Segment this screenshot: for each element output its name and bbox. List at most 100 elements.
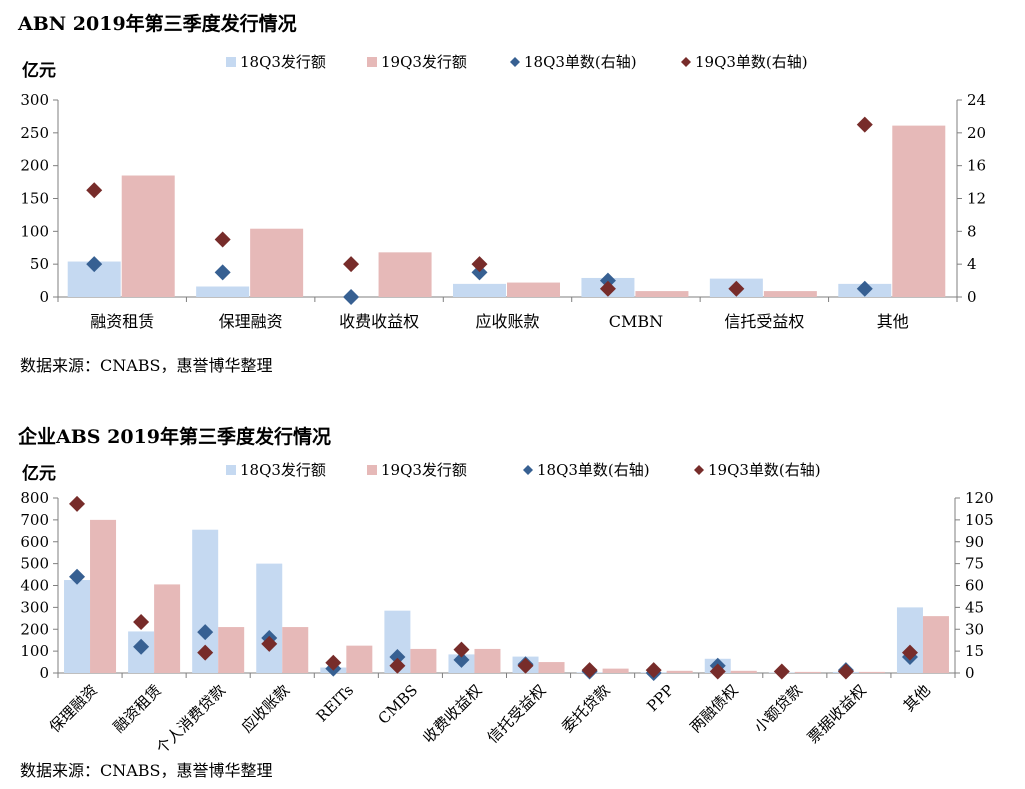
chart2-y2-tick-label: 45 xyxy=(965,598,984,616)
chart2-marker-19q3 xyxy=(901,644,918,661)
chart2-marker-19q3 xyxy=(69,495,86,512)
chart2-marker-19q3 xyxy=(261,635,278,652)
chart2-bar-19q3 xyxy=(90,519,117,673)
chart2-marker-19q3 xyxy=(773,663,790,680)
chart1-legend-swatch xyxy=(367,57,377,67)
chart1-y-axis-unit: 亿元 xyxy=(22,60,56,81)
chart2-bar-19q3 xyxy=(474,648,501,673)
chart2-bar-19q3 xyxy=(346,645,373,673)
chart1-y2-tick-label: 4 xyxy=(967,255,977,273)
chart2-marker-19q3 xyxy=(453,641,470,658)
chart2-category-label: 信托受益权 xyxy=(484,681,550,747)
chart2-bar-19q3 xyxy=(410,648,437,673)
chart1-y-tick-label: 300 xyxy=(20,91,49,109)
chart1-legend-label: 18Q3发行额 xyxy=(240,53,326,71)
chart1-y2-tick-label: 16 xyxy=(967,157,986,175)
chart1-y2-tick-label: 24 xyxy=(967,91,986,109)
chart2-category-label: 融资租赁 xyxy=(110,681,165,736)
chart1-bar-19q3 xyxy=(378,252,432,297)
chart2-bar-19q3 xyxy=(282,627,309,673)
chart2-marker-19q3 xyxy=(325,654,342,671)
chart1-marker-19q3 xyxy=(599,280,616,297)
chart2-legend-marker xyxy=(523,465,533,475)
chart1-category-label: 信托受益权 xyxy=(724,312,804,331)
chart2-bar-19q3 xyxy=(218,627,245,673)
chart1-marker-19q3 xyxy=(728,280,745,297)
chart1-legend-label: 19Q3单数(右轴) xyxy=(695,53,808,71)
chart2-category-label: 其他 xyxy=(900,681,934,715)
chart2-category-label: 小额贷款 xyxy=(750,681,805,736)
chart1-category-label: 应收账款 xyxy=(475,312,539,331)
chart2-title: 企业ABS 2019年第三季度发行情况 xyxy=(18,426,332,448)
chart1-marker-18q3 xyxy=(471,264,488,281)
chart1-y2-tick-label: 20 xyxy=(967,124,986,142)
chart1-marker-18q3 xyxy=(214,264,231,281)
chart1-legend-label: 19Q3发行额 xyxy=(381,53,467,71)
chart2-category-label: 两融债权 xyxy=(686,681,741,736)
chart2-y-tick-label: 300 xyxy=(20,598,49,616)
chart1-marker-19q3 xyxy=(471,256,488,273)
chart1-marker-19q3 xyxy=(214,231,231,248)
chart2-marker-19q3 xyxy=(645,662,662,679)
chart1-bar-19q3 xyxy=(121,175,175,297)
chart2-y2-tick-label: 105 xyxy=(965,511,994,529)
chart2-y-tick-label: 0 xyxy=(39,664,49,682)
chart2-bar-19q3 xyxy=(602,668,629,673)
chart2-marker-18q3 xyxy=(133,638,150,655)
chart1-bar-18q3 xyxy=(196,286,250,297)
chart1-category-label: CMBN xyxy=(609,312,663,331)
chart1-legend-label: 18Q3单数(右轴) xyxy=(524,53,637,71)
chart2-marker-19q3 xyxy=(837,663,854,680)
chart2-y-tick-label: 500 xyxy=(20,555,49,573)
chart2-y-tick-label: 800 xyxy=(20,489,49,507)
chart2-marker-19q3 xyxy=(517,657,534,674)
chart2-bar-19q3 xyxy=(154,584,181,673)
chart2-y2-tick-label: 15 xyxy=(965,642,984,660)
chart1-marker-19q3 xyxy=(856,116,873,133)
chart2-y-tick-label: 100 xyxy=(20,642,49,660)
chart1-marker-18q3 xyxy=(343,289,360,305)
chart1-legend-marker xyxy=(510,57,520,67)
chart2-legend-label: 18Q3发行额 xyxy=(240,461,326,479)
chart1-source: 数据来源：CNABS，惠誉博华整理 xyxy=(20,356,273,375)
chart2-marker-19q3 xyxy=(133,613,150,630)
chart2-legend-label: 18Q3单数(右轴) xyxy=(537,461,650,479)
chart2-bar-18q3 xyxy=(64,580,91,673)
chart2-category-label: 个人消费贷款 xyxy=(153,681,229,757)
chart1-marker-19q3 xyxy=(343,256,360,273)
chart1-bar-19q3 xyxy=(507,282,560,297)
chart1-legend-swatch xyxy=(226,57,236,67)
chart2-y-tick-label: 200 xyxy=(20,620,49,638)
chart2-bar-19q3 xyxy=(922,616,949,673)
chart2-bar-19q3 xyxy=(666,670,693,673)
chart2-category-label: 票据收益权 xyxy=(804,681,870,747)
chart2-category-label: 委托贷款 xyxy=(558,681,613,736)
chart2-y2-tick-label: 60 xyxy=(965,577,984,595)
chart2-bar-19q3 xyxy=(858,671,885,673)
chart2-category-label: PPP xyxy=(643,681,677,715)
chart1-title: ABN 2019年第三季度发行情况 xyxy=(18,13,297,35)
chart2-category-label: 保理融资 xyxy=(46,681,101,736)
chart1-category-label: 融资租赁 xyxy=(90,312,154,331)
chart2-y-tick-label: 600 xyxy=(20,533,49,551)
chart2-marker-18q3 xyxy=(69,568,86,585)
chart1-bar-19q3 xyxy=(763,291,817,297)
chart2-y2-tick-label: 90 xyxy=(965,533,984,551)
chart1-bar-18q3 xyxy=(453,283,506,297)
chart2-category-label: 收费收益权 xyxy=(420,681,486,747)
chart1-bar-19q3 xyxy=(892,125,946,297)
chart2-y-axis-unit: 亿元 xyxy=(22,463,56,484)
chart1-bar-19q3 xyxy=(250,228,304,297)
chart2-marker-19q3 xyxy=(389,657,406,674)
chart1-y-tick-label: 50 xyxy=(30,255,49,273)
chart2-y-tick-label: 400 xyxy=(20,577,49,595)
chart2-y2-tick-label: 30 xyxy=(965,620,984,638)
chart1-marker-18q3 xyxy=(856,280,873,297)
chart2-category-label: 应收账款 xyxy=(238,681,293,736)
chart2-legend-label: 19Q3单数(右轴) xyxy=(708,461,821,479)
chart2-legend-marker xyxy=(694,465,704,475)
chart1-y-tick-label: 200 xyxy=(20,157,49,175)
chart2-y2-tick-label: 120 xyxy=(965,489,994,507)
chart2-marker-18q3 xyxy=(197,624,214,641)
